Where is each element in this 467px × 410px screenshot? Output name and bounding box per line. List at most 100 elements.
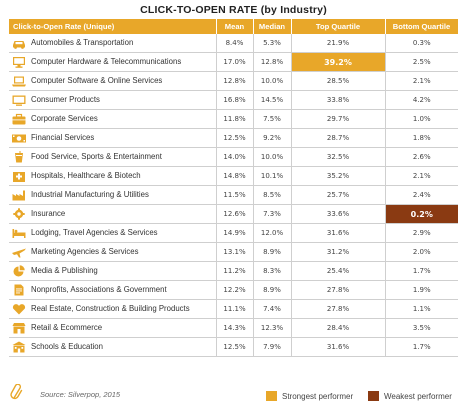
top-cell: 35.2% [291, 166, 386, 186]
table-row: Media & Publishing 11.2% 8.3% 25.4% 1.7% [9, 261, 458, 281]
top-cell: 27.8% [291, 299, 386, 319]
bottom-cell: 2.4% [385, 185, 458, 205]
bottom-cell: 4.2% [385, 90, 458, 110]
footer: Source: Silverpop, 2015 Strongest perfor… [0, 383, 467, 406]
mean-cell: 17.0% [216, 52, 254, 72]
bottom-cell: 1.0% [385, 109, 458, 129]
top-cell: 32.5% [291, 147, 386, 167]
heart-icon [11, 303, 27, 315]
table-header-row: Click-to-Open Rate (Unique) Mean Median … [9, 19, 459, 34]
industry-cell: Insurance [9, 204, 217, 224]
shop-icon [11, 322, 27, 334]
legend-strong-swatch [266, 391, 277, 401]
col-header-median: Median [253, 19, 292, 34]
legend-strong: Strongest performer [266, 391, 353, 401]
source-note: Source: Silverpop, 2015 [40, 390, 121, 399]
table-row: Marketing Agencies & Services 13.1% 8.9% 31… [9, 242, 458, 262]
table-row: Food Service, Sports & Entertainment 14.0… [9, 147, 458, 167]
median-cell: 10.0% [253, 147, 292, 167]
mean-cell: 12.5% [216, 128, 254, 148]
median-cell: 7.3% [253, 204, 292, 224]
industry-label: Corporate Services [31, 114, 98, 124]
paperclip-icon [10, 383, 24, 402]
bottom-cell: 2.6% [385, 147, 458, 167]
bottom-cell: 2.0% [385, 242, 458, 262]
top-cell: 28.4% [291, 318, 386, 338]
legend-weak-swatch [368, 391, 379, 401]
bottom-cell: 2.9% [385, 223, 458, 243]
industry-label: Media & Publishing [31, 266, 98, 276]
mean-cell: 12.2% [216, 280, 254, 300]
bottom-cell: 1.8% [385, 128, 458, 148]
table-row: Industrial Manufacturing & Utilities 11.5… [9, 185, 458, 205]
median-cell: 12.0% [253, 223, 292, 243]
table-row: Corporate Services 11.8% 7.5% 29.7% 1.0% [9, 109, 458, 129]
drink-icon [11, 151, 27, 163]
industry-label: Marketing Agencies & Services [31, 247, 139, 257]
industry-cell: Retail & Ecommerce [9, 318, 217, 338]
hospital-icon [11, 170, 27, 182]
median-cell: 12.8% [253, 52, 292, 72]
median-cell: 7.5% [253, 109, 292, 129]
top-cell: 33.6% [291, 204, 386, 224]
median-cell: 12.3% [253, 318, 292, 338]
top-cell: 31.6% [291, 337, 386, 357]
bottom-cell: 1.7% [385, 337, 458, 357]
mean-cell: 11.2% [216, 261, 254, 281]
median-cell: 10.0% [253, 71, 292, 91]
top-cell: 31.6% [291, 223, 386, 243]
table-row: Retail & Ecommerce 14.3% 12.3% 28.4% 3.5% [9, 318, 458, 338]
col-header-industry: Click-to-Open Rate (Unique) [9, 19, 217, 34]
industry-cell: Computer Software & Online Services [9, 71, 217, 91]
bottom-cell: 3.5% [385, 318, 458, 338]
mean-cell: 11.5% [216, 185, 254, 205]
mean-cell: 11.1% [216, 299, 254, 319]
legend-strong-label: Strongest performer [282, 391, 354, 401]
industry-label: Consumer Products [31, 95, 100, 105]
median-cell: 7.9% [253, 337, 292, 357]
mean-cell: 13.1% [216, 242, 254, 262]
briefcase-icon [11, 113, 27, 125]
top-cell: 25.7% [291, 185, 386, 205]
mean-cell: 14.0% [216, 147, 254, 167]
bed-icon [11, 227, 27, 239]
money-icon [11, 132, 27, 144]
industry-cell: Hospitals, Healthcare & Biotech [9, 166, 217, 186]
bottom-cell: 0.3% [385, 34, 458, 53]
mean-cell: 12.5% [216, 337, 254, 357]
table-row: Computer Software & Online Services 12.8%… [9, 71, 458, 91]
table-row: Nonprofits, Associations & Government 12.… [9, 280, 458, 300]
industry-label: Computer Software & Online Services [31, 76, 163, 86]
table-row: Real Estate, Construction & Building Pro… [9, 299, 458, 319]
industry-cell: Computer Hardware & Telecommunications [9, 52, 217, 72]
industry-cell: Automobiles & Transportation [9, 34, 217, 53]
median-cell: 9.2% [253, 128, 292, 148]
industry-label: Financial Services [31, 133, 95, 143]
mean-cell: 11.8% [216, 109, 254, 129]
pie-chart-icon [11, 265, 27, 277]
bottom-cell: 2.1% [385, 71, 458, 91]
col-header-top-quartile: Top Quartile [291, 19, 386, 34]
mean-cell: 14.8% [216, 166, 254, 186]
bottom-cell: 1.1% [385, 299, 458, 319]
plane-icon [11, 246, 27, 258]
legend-weak: Weakest performer [368, 391, 452, 401]
industry-label: Hospitals, Healthcare & Biotech [31, 171, 141, 181]
industry-cell: Marketing Agencies & Services [9, 242, 217, 262]
factory-icon [11, 189, 27, 201]
bottom-cell: 1.9% [385, 280, 458, 300]
mean-cell: 12.6% [216, 204, 254, 224]
document-icon [11, 284, 27, 296]
school-icon [11, 341, 27, 353]
industry-cell: Media & Publishing [9, 261, 217, 281]
industry-cell: Corporate Services [9, 109, 217, 129]
bottom-cell: 0.2% [385, 204, 458, 224]
table-row: Lodging, Travel Agencies & Services 14.9%… [9, 223, 458, 243]
gear-icon [11, 208, 27, 220]
monitor-icon [11, 56, 27, 68]
bottom-cell: 1.7% [385, 261, 458, 281]
col-header-mean: Mean [216, 19, 254, 34]
median-cell: 8.3% [253, 261, 292, 281]
median-cell: 8.5% [253, 185, 292, 205]
top-cell: 39.2% [291, 52, 386, 72]
